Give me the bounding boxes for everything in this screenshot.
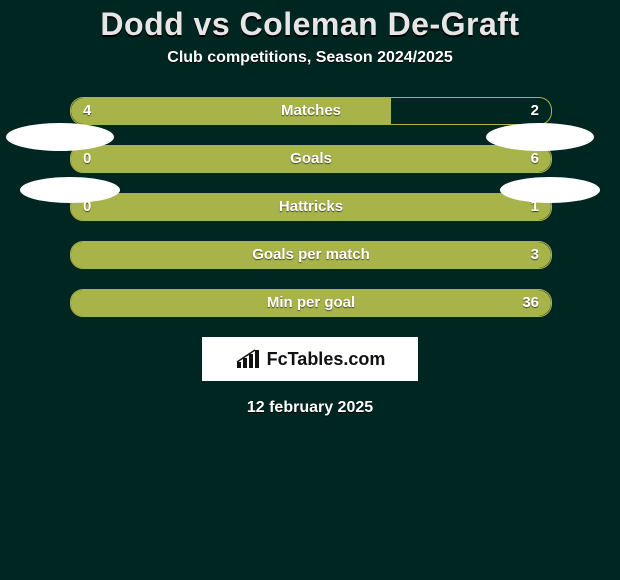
subtitle: Club competitions, Season 2024/2025 (0, 49, 620, 67)
date-label: 12 february 2025 (0, 399, 620, 417)
bar-chart-icon (235, 348, 261, 370)
stat-value-right: 3 (531, 242, 539, 268)
stat-label: Goals (71, 146, 551, 172)
stat-value-right: 2 (531, 98, 539, 124)
placeholder-ellipse (500, 177, 600, 203)
source-badge: FcTables.com (202, 337, 418, 381)
placeholder-ellipse (6, 123, 114, 151)
placeholder-ellipse (20, 177, 120, 203)
stat-rows: 4Matches2 0Goals6 0Hattricks1 Goals per mat… (70, 97, 550, 317)
stat-row: Min per goal36 (70, 289, 552, 317)
stat-row: 4Matches2 (70, 97, 552, 125)
stat-label: Goals per match (71, 242, 551, 268)
stat-row: 0Goals6 (70, 145, 552, 173)
stat-row: 0Hattricks1 (70, 193, 552, 221)
stat-row: Goals per match3 (70, 241, 552, 269)
stat-label: Hattricks (71, 194, 551, 220)
title-left-name: Dodd (100, 6, 184, 42)
placeholder-ellipse (486, 123, 594, 151)
stat-value-right: 36 (522, 290, 539, 316)
source-badge-text: FcTables.com (267, 349, 386, 370)
title-vs: vs (194, 6, 231, 42)
stat-label: Min per goal (71, 290, 551, 316)
chart-container: Dodd vs Coleman De-Graft Club competitio… (0, 0, 620, 580)
stat-label: Matches (71, 98, 551, 124)
title-right-name: Coleman De-Graft (240, 6, 520, 42)
page-title: Dodd vs Coleman De-Graft (0, 0, 620, 43)
source-badge-inner: FcTables.com (235, 348, 386, 370)
